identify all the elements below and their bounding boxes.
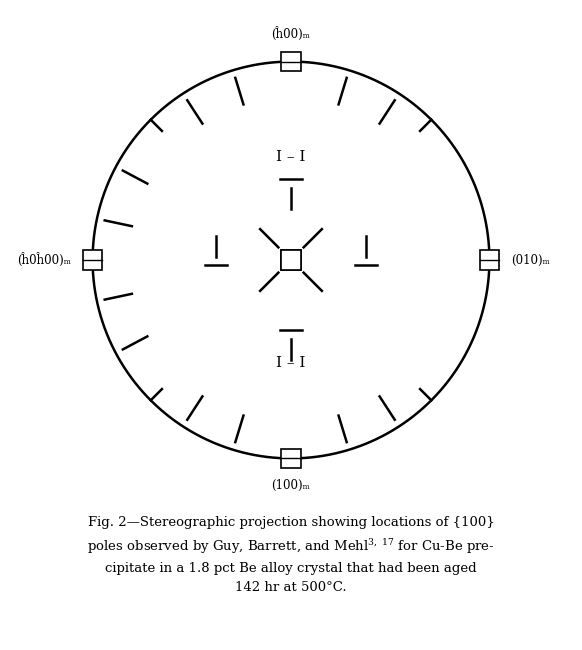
Bar bbox=[282, 449, 300, 468]
Bar bbox=[480, 250, 499, 270]
Text: I – I: I – I bbox=[276, 356, 306, 370]
Text: I – I: I – I bbox=[276, 150, 306, 164]
Text: (100)ₘ: (100)ₘ bbox=[272, 479, 310, 492]
Text: (ĥ00)ₘ: (ĥ00)ₘ bbox=[271, 27, 311, 41]
Bar bbox=[282, 52, 300, 71]
Bar bbox=[83, 250, 102, 270]
Bar bbox=[282, 250, 300, 270]
Text: (ĥ0ĥ00)ₘ: (ĥ0ĥ00)ₘ bbox=[17, 253, 71, 267]
Bar bbox=[282, 250, 300, 270]
Text: Fig. 2—Stereographic projection showing locations of {100}
poles observed by Guy: Fig. 2—Stereographic projection showing … bbox=[87, 516, 495, 595]
Text: (010)ₘ: (010)ₘ bbox=[511, 254, 550, 266]
